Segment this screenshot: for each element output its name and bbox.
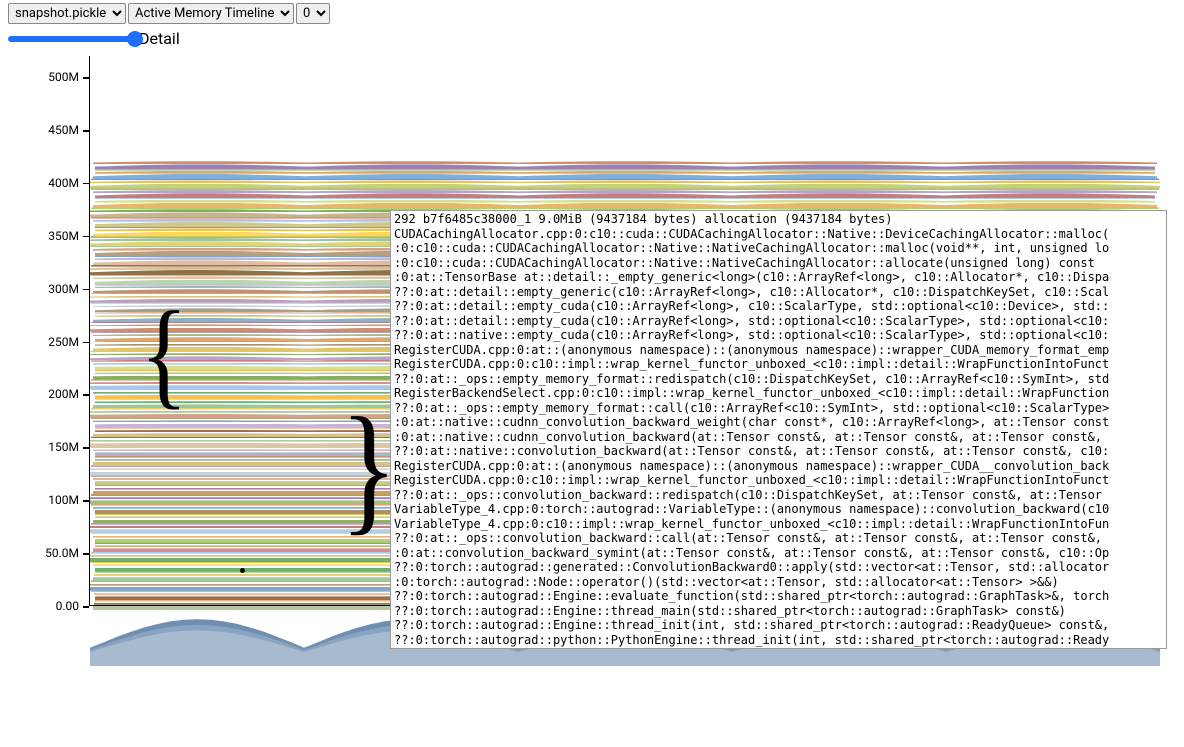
- tooltip-frame: :0:at::TensorBase at::detail::_empty_gen…: [394, 270, 1163, 285]
- y-axis-label: 400M: [48, 176, 79, 190]
- brace-annotation-2: }: [340, 396, 398, 540]
- dot-annotation: [240, 568, 245, 573]
- tooltip-frame: ??:0:at::_ops::empty_memory_format::redi…: [394, 372, 1163, 387]
- y-axis-label: 0.00: [56, 599, 79, 613]
- y-axis-label: 200M: [48, 387, 79, 401]
- memory-timeline-chart[interactable]: 0.00 50.0M 100M 150M 200M 250M 300M 350M 400M 450…: [40, 56, 1160, 666]
- allocation-tooltip: 292 b7f6485c38000_1 9.0MiB (9437184 byte…: [390, 210, 1167, 649]
- memory-layer[interactable]: [95, 193, 1155, 198]
- tooltip-frame: ??:0:at::_ops::empty_memory_format::call…: [394, 401, 1163, 416]
- y-axis-label: 100M: [48, 493, 79, 507]
- tooltip-frame: ??:0:at::detail::empty_generic(c10::Arra…: [394, 285, 1163, 300]
- tooltip-frame: :0:c10::cuda::CUDACachingAllocator::Nati…: [394, 256, 1163, 271]
- y-tick: [83, 500, 89, 502]
- y-tick: [83, 77, 89, 79]
- y-tick: [83, 130, 89, 132]
- header-toolbar: snapshot.pickle Active Memory Timeline 0: [0, 0, 1184, 27]
- y-axis-label: 450M: [48, 123, 79, 137]
- file-select[interactable]: snapshot.pickle: [8, 3, 126, 24]
- memory-layer[interactable]: [90, 180, 1160, 183]
- y-axis-label: 350M: [48, 229, 79, 243]
- memory-layer[interactable]: [93, 161, 1157, 164]
- tooltip-frame: ??:0:torch::autograd::generated::Convolu…: [394, 560, 1163, 575]
- memory-layer[interactable]: [93, 203, 1157, 208]
- y-tick: [83, 394, 89, 396]
- tooltip-frame: :0:at::native::cudnn_convolution_backwar…: [394, 430, 1163, 445]
- y-axis-label: 300M: [48, 282, 79, 296]
- tooltip-frame: ??:0:at::_ops::convolution_backward::cal…: [394, 531, 1163, 546]
- y-axis-label: 150M: [48, 440, 79, 454]
- tooltip-frame: VariableType_4.cpp:0:c10::impl::wrap_ker…: [394, 517, 1163, 532]
- memory-layer[interactable]: [95, 164, 1155, 169]
- detail-slider-thumb[interactable]: [127, 31, 143, 47]
- tooltip-frame: :0:at::convolution_backward_symint(at::T…: [394, 546, 1163, 561]
- y-tick: [83, 183, 89, 185]
- y-tick: [83, 447, 89, 449]
- detail-slider-row: Detail: [0, 27, 1184, 50]
- tooltip-title: 292 b7f6485c38000_1 9.0MiB (9437184 byte…: [394, 212, 1163, 227]
- y-tick: [83, 342, 89, 344]
- y-axis-label: 50.0M: [45, 546, 79, 560]
- tooltip-frame: RegisterCUDA.cpp:0:c10::impl::wrap_kerne…: [394, 473, 1163, 488]
- tooltip-frame: ??:0:torch::autograd::Engine::evaluate_f…: [394, 589, 1163, 604]
- y-tick: [83, 236, 89, 238]
- tooltip-frame: RegisterCUDA.cpp:0:at::(anonymous namesp…: [394, 343, 1163, 358]
- memory-layer[interactable]: [90, 184, 1160, 189]
- y-axis: 0.0050.0M100M150M200M250M300M350M400M450…: [40, 56, 90, 606]
- tooltip-frame: ??:0:at::native::empty_cuda(c10::ArrayRe…: [394, 328, 1163, 343]
- memory-layer[interactable]: [95, 171, 1155, 174]
- tooltip-frame: ??:0:torch::autograd::python::PythonEngi…: [394, 633, 1163, 648]
- view-select[interactable]: Active Memory Timeline: [128, 3, 294, 24]
- tooltip-frame: RegisterCUDA.cpp:0:at::(anonymous namesp…: [394, 459, 1163, 474]
- tooltip-frame: :0:at::native::cudnn_convolution_backwar…: [394, 415, 1163, 430]
- y-axis-label: 250M: [48, 335, 79, 349]
- y-tick: [83, 606, 89, 608]
- tooltip-frame: ??:0:torch::autograd::Engine::thread_mai…: [394, 604, 1163, 619]
- stream-select[interactable]: 0: [296, 3, 330, 24]
- tooltip-frame: CUDACachingAllocator.cpp:0:c10::cuda::CU…: [394, 227, 1163, 242]
- y-tick: [83, 553, 89, 555]
- tooltip-frame: :0:torch::autograd::Node::operator()(std…: [394, 575, 1163, 590]
- tooltip-frame: RegisterBackendSelect.cpp:0:c10::impl::w…: [394, 386, 1163, 401]
- y-axis-label: 500M: [48, 70, 79, 84]
- detail-slider-label: Detail: [139, 29, 180, 48]
- memory-layer[interactable]: [93, 174, 1157, 179]
- tooltip-frame: VariableType_4.cpp:0:torch::autograd::Va…: [394, 502, 1163, 517]
- tooltip-frame: ??:0:at::_ops::convolution_backward::red…: [394, 488, 1163, 503]
- tooltip-frame: RegisterCUDA.cpp:0:c10::impl::wrap_kerne…: [394, 357, 1163, 372]
- tooltip-frame: ??:0:at::detail::empty_cuda(c10::ArrayRe…: [394, 299, 1163, 314]
- y-tick: [83, 289, 89, 291]
- memory-layer[interactable]: [95, 200, 1155, 203]
- detail-slider[interactable]: [8, 36, 135, 42]
- tooltip-frame: ??:0:at::native::convolution_backward(at…: [394, 444, 1163, 459]
- tooltip-frame: :0:c10::cuda::CUDACachingAllocator::Nati…: [394, 241, 1163, 256]
- tooltip-frame: ??:0:torch::autograd::Engine::thread_ini…: [394, 618, 1163, 633]
- memory-layer[interactable]: [93, 190, 1157, 193]
- brace-annotation-1: {: [140, 294, 188, 414]
- tooltip-frame: ??:0:at::detail::empty_cuda(c10::ArrayRe…: [394, 314, 1163, 329]
